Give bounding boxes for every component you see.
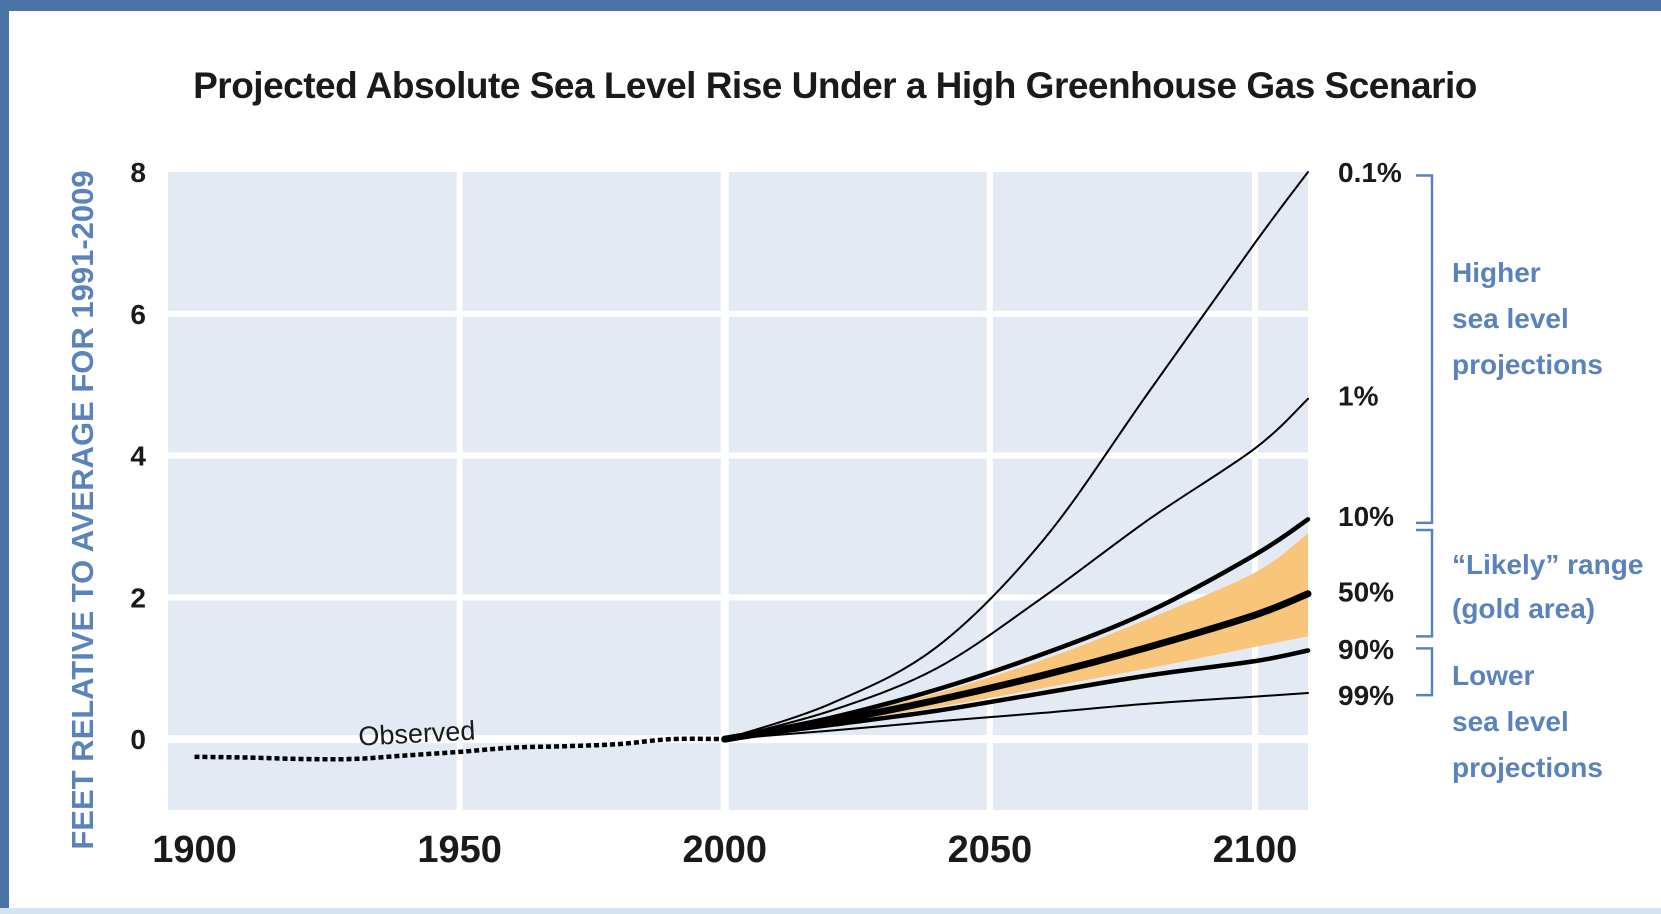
projection-line-1pct xyxy=(723,397,1309,741)
bracket-label-0-line-1: sea level xyxy=(1452,303,1569,334)
percentile-label-99pct: 99% xyxy=(1338,680,1394,711)
y-tick-label-0: 0 xyxy=(130,724,146,755)
y-axis-label: FEET RELATIVE TO AVERAGE FOR 1991-2009 xyxy=(65,170,100,849)
bracket-label-2-line-1: sea level xyxy=(1452,706,1569,737)
percentile-label-1pct: 1% xyxy=(1338,380,1379,411)
bracket-label-1-line-0: “Likely” range xyxy=(1452,549,1643,580)
bracket-likely xyxy=(1416,528,1434,638)
y-tick-label-2: 2 xyxy=(130,582,146,613)
bracket-label-1-line-1: (gold area) xyxy=(1452,593,1595,624)
observed-line xyxy=(194,736,725,762)
observed-label: Observed xyxy=(358,716,476,752)
percentile-label-50pct: 50% xyxy=(1338,577,1394,608)
percentile-label-10pct: 10% xyxy=(1338,501,1394,532)
projection-line-50pct xyxy=(721,590,1312,743)
bracket-label-0-line-2: projections xyxy=(1452,349,1603,380)
bracket-lower xyxy=(1416,647,1434,697)
y-tick-label-6: 6 xyxy=(130,299,146,330)
projection-line-0-1pct xyxy=(723,171,1309,741)
x-tick-label-1950: 1950 xyxy=(417,829,502,871)
projection-line-99pct xyxy=(723,692,1309,741)
chart-title: Projected Absolute Sea Level Rise Under … xyxy=(193,65,1477,106)
x-tick-label-1900: 1900 xyxy=(152,829,237,871)
plot-background xyxy=(168,172,1308,810)
bracket-label-2-line-2: projections xyxy=(1452,752,1603,783)
x-tick-label-2050: 2050 xyxy=(948,829,1033,871)
bracket-higher xyxy=(1416,174,1434,525)
projection-line-90pct xyxy=(722,648,1311,742)
x-tick-label-2000: 2000 xyxy=(682,829,767,871)
frame-left-border xyxy=(0,0,9,914)
bracket-label-2-line-0: Lower xyxy=(1452,660,1535,691)
frame-top-border xyxy=(0,0,1661,11)
frame-bottom-border xyxy=(0,908,1661,914)
x-tick-label-2100: 2100 xyxy=(1213,829,1298,871)
bracket-label-0-line-0: Higher xyxy=(1452,257,1541,288)
y-tick-label-8: 8 xyxy=(130,157,146,188)
plot-area: Observed 0 2 4 6 8 1900 1950 2000 2050 2100 0.1% 1% 1… xyxy=(130,157,1643,871)
percentile-label-90pct: 90% xyxy=(1338,634,1394,665)
percentile-label-0-1pct: 0.1% xyxy=(1338,157,1402,188)
y-tick-label-4: 4 xyxy=(130,441,146,472)
